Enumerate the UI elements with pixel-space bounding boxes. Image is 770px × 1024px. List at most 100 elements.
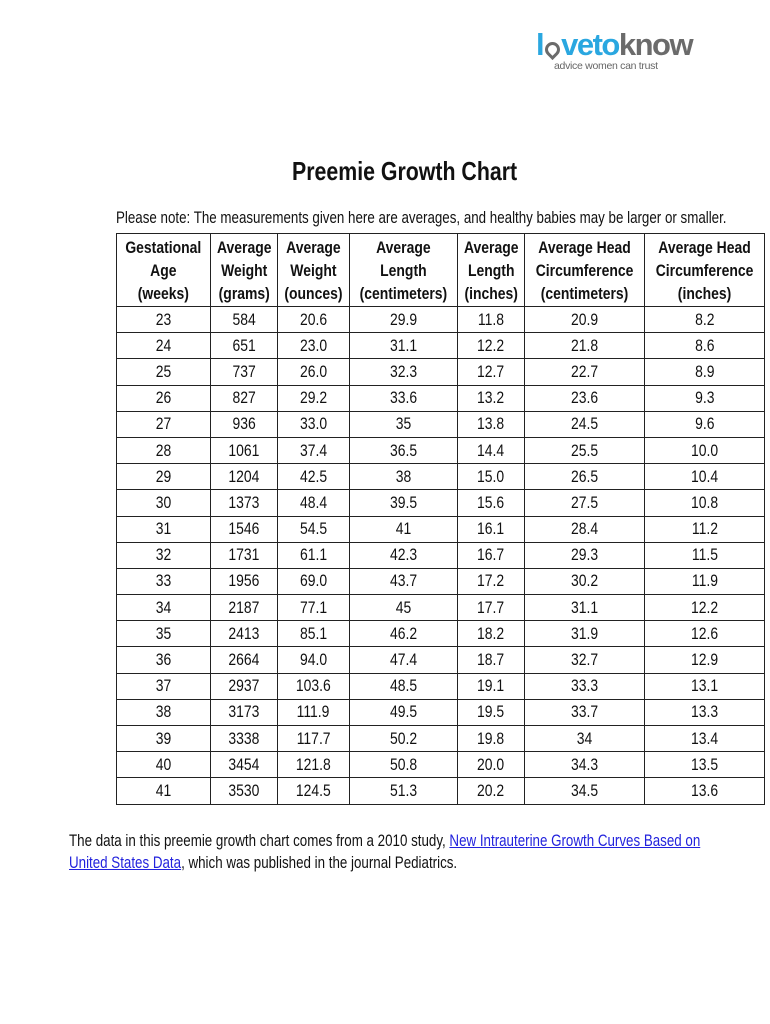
- column-header-line: (inches): [464, 283, 518, 303]
- table-cell: 12.9: [644, 646, 766, 674]
- table-cell: 827: [209, 384, 279, 412]
- table-cell: 69.0: [277, 567, 350, 596]
- cell-value: 10.0: [691, 440, 719, 460]
- table-cell: 9.3: [644, 384, 766, 412]
- column-header-line: Length: [380, 260, 427, 280]
- table-cell: 12.2: [456, 332, 526, 360]
- cell-value: 42.5: [299, 466, 328, 486]
- cell-value: 37: [155, 676, 172, 696]
- note-text: Please note: The measurements given here…: [116, 209, 727, 227]
- cell-value: 33.0: [299, 414, 328, 434]
- table-cell: 111.9: [277, 698, 350, 727]
- table-cell: 26: [116, 384, 211, 412]
- table-cell: 26.5: [524, 463, 646, 491]
- column-header-line: Weight: [290, 260, 337, 280]
- table-row: 25 737 26.0 32.3 12.7 22.7 8.9: [116, 358, 766, 386]
- table-cell: 37: [116, 672, 211, 700]
- cell-value: 33: [155, 571, 172, 591]
- table-cell: 103.6: [277, 672, 350, 700]
- cell-value: 17.7: [477, 597, 505, 617]
- cell-value: 50.8: [389, 754, 417, 774]
- table-cell: 2413: [209, 620, 279, 648]
- cell-value: 43.7: [389, 571, 417, 591]
- cell-value: 1061: [228, 440, 260, 460]
- source-text-before: The data in this preemie growth chart co…: [69, 832, 450, 850]
- cell-value: 13.8: [477, 414, 505, 434]
- table-cell: 25.5: [524, 436, 646, 465]
- cell-value: 46.2: [389, 623, 417, 643]
- cell-value: 18.2: [477, 623, 505, 643]
- table-cell: 10.8: [644, 489, 766, 517]
- table-cell: 121.8: [277, 751, 350, 779]
- cell-value: 651: [232, 335, 256, 355]
- table-cell: 22.7: [524, 358, 646, 386]
- table-cell: 10.0: [644, 436, 766, 465]
- cell-value: 1204: [228, 466, 260, 486]
- cell-value: 49.5: [389, 702, 417, 722]
- table-cell: 13.1: [644, 672, 766, 700]
- cell-value: 9.6: [695, 414, 715, 434]
- cell-value: 32.7: [571, 650, 599, 670]
- table-cell: 584: [209, 305, 279, 334]
- table-cell: 11.5: [644, 541, 766, 569]
- cell-value: 827: [232, 388, 256, 408]
- cell-value: 3454: [228, 754, 260, 774]
- table-cell: 16.7: [456, 541, 526, 569]
- column-header: Average Weight (grams): [209, 233, 279, 307]
- table-cell: 15.0: [456, 463, 526, 491]
- table-cell: 23.6: [524, 384, 646, 412]
- cell-value: 30: [155, 492, 172, 512]
- column-header: Average Head Circumference (centimeters): [524, 233, 646, 307]
- table-cell: 20.9: [524, 305, 646, 334]
- column-header-line: (centimeters): [359, 283, 448, 303]
- column-header: Average Head Circumference (inches): [644, 233, 766, 307]
- cell-value: 11.5: [691, 545, 718, 565]
- table-cell: 51.3: [348, 777, 458, 805]
- table-cell: 30: [116, 489, 211, 517]
- column-header-line: Age: [150, 260, 177, 280]
- cell-value: 77.1: [299, 597, 328, 617]
- table-cell: 29.9: [348, 305, 458, 334]
- table-row: 40 3454 121.8 50.8 20.0 34.3 13.5: [116, 751, 766, 779]
- cell-value: 27.5: [571, 492, 599, 512]
- table-cell: 34.3: [524, 751, 646, 779]
- table-cell: 12.2: [644, 594, 766, 622]
- table-cell: 31.1: [524, 594, 646, 622]
- table-cell: 28: [116, 436, 211, 465]
- table-cell: 8.9: [644, 358, 766, 386]
- cell-value: 10.8: [691, 492, 719, 512]
- cell-value: 19.1: [477, 676, 505, 696]
- table-cell: 42.3: [348, 541, 458, 569]
- table-header-row: Gestational Age (weeks) Average Weight (grams…: [116, 233, 766, 307]
- table-cell: 15.6: [456, 489, 526, 517]
- column-header-line: Average: [463, 237, 519, 257]
- cell-value: 51.3: [389, 780, 417, 800]
- table-cell: 42.5: [277, 463, 350, 491]
- table-cell: 43.7: [348, 567, 458, 596]
- table-cell: 21.8: [524, 332, 646, 360]
- lovetoknow-logo[interactable]: l vetoknow advice women can trust: [536, 29, 694, 72]
- column-header-line: Average: [286, 237, 341, 257]
- table-cell: 45: [348, 594, 458, 622]
- cell-value: 20.0: [477, 754, 505, 774]
- cell-value: 8.9: [695, 361, 715, 381]
- column-header-line: Gestational: [125, 237, 202, 257]
- study-link[interactable]: New Intrauterine Growth Curves Based on …: [69, 832, 701, 872]
- cell-value: 85.1: [299, 623, 328, 643]
- table-cell: 17.2: [456, 567, 526, 596]
- column-header: Average Length (inches): [456, 233, 526, 307]
- cell-value: 61.1: [299, 545, 328, 565]
- table-cell: 47.4: [348, 646, 458, 674]
- cell-value: 23.0: [299, 335, 328, 355]
- table-cell: 38: [348, 463, 458, 491]
- cell-value: 38: [395, 466, 412, 486]
- cell-value: 38: [155, 702, 172, 722]
- table-cell: 39.5: [348, 489, 458, 517]
- column-header-line: Circumference: [535, 260, 634, 280]
- cell-value: 8.2: [695, 309, 715, 329]
- cell-value: 3338: [228, 728, 260, 748]
- cell-value: 19.8: [477, 728, 505, 748]
- table-cell: 23: [116, 305, 211, 334]
- cell-value: 17.2: [477, 571, 505, 591]
- table-cell: 48.4: [277, 489, 350, 517]
